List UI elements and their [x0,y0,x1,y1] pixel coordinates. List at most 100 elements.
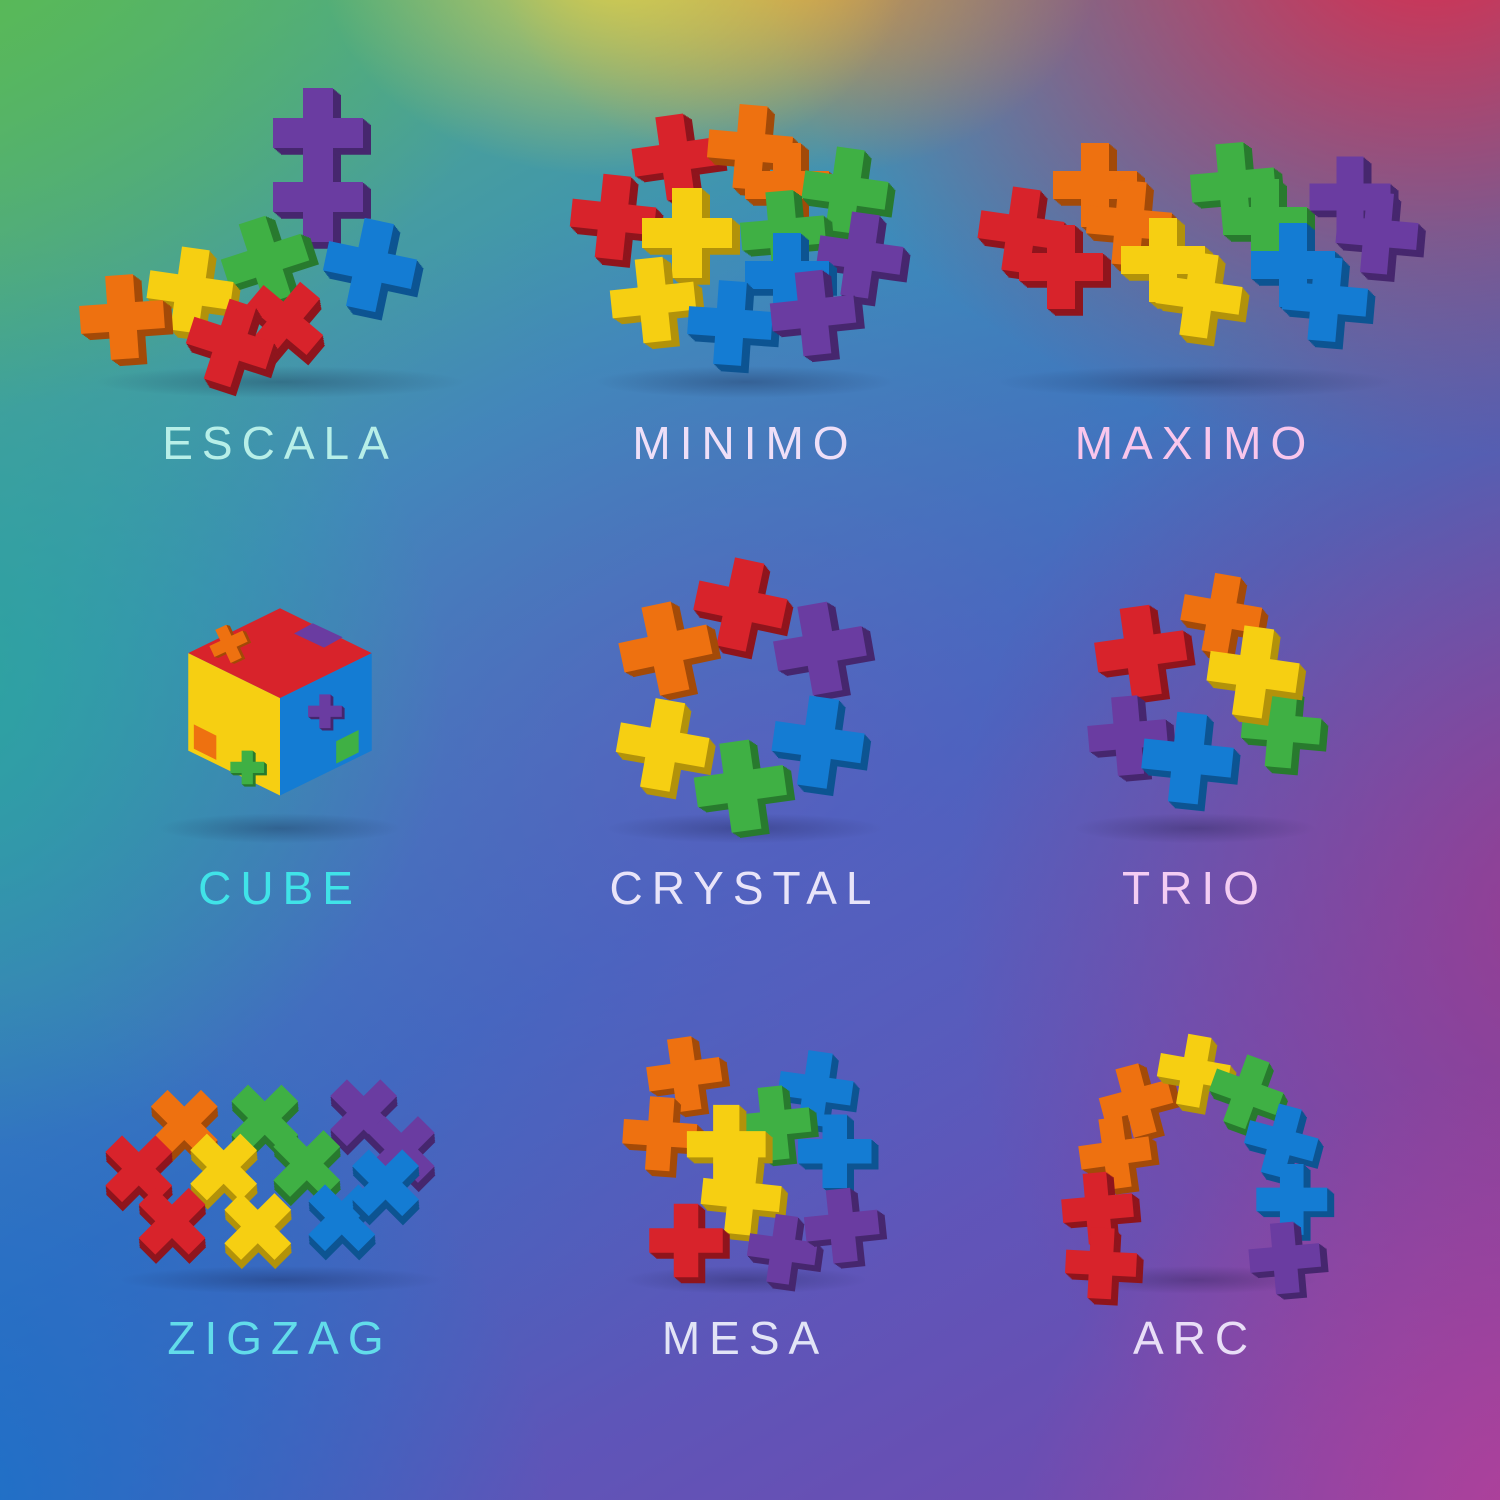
red-plus-piece [569,173,664,268]
red-plus-piece [1064,1227,1144,1306]
figure-label-zigzag: ZIGZAG [167,1312,393,1364]
blue-plus-piece [771,695,872,797]
red-plus-piece [1019,225,1111,316]
yellow-plus-piece [642,188,740,285]
purple-plus-piece [1309,156,1399,245]
green-plus-piece [272,1130,341,1207]
figure-label-arc: ARC [1132,1312,1258,1364]
red-plus-piece [631,113,728,207]
yellow-plus-piece [1206,625,1307,726]
orange-block-face [193,724,217,760]
red-plus-piece [185,298,280,397]
orange-plus-piece [150,1089,218,1166]
figure-label-cube: CUBE [198,862,362,914]
figure-cell-trio: TRIO [960,550,1430,916]
blue-plus-piece [1255,1163,1334,1241]
red-plus-piece [138,1187,206,1264]
green-plus-piece [1208,1054,1288,1138]
figure-cell-crystal: CRYSTAL [510,550,980,916]
orange-plus-piece [79,274,174,367]
figure-cell-cube: CUBE [45,550,515,916]
purple-block-face [294,623,343,648]
blue-plus-piece [1281,255,1376,350]
blue-plus-piece [1141,711,1241,812]
green-plus-piece [230,750,267,787]
yellow-block-face [188,653,280,796]
green-plus-piece [220,215,319,309]
purple-plus-piece [1247,1221,1329,1300]
green-plus-piece [735,1085,819,1167]
yellow-plus-piece [1155,251,1250,347]
arc-blocks-image [1060,1033,1334,1306]
orange-plus-piece [1077,1116,1159,1195]
green-plus-piece [801,146,896,242]
figure-cell-arc: ARC [960,1020,1430,1366]
yellow-plus-piece [615,698,716,800]
trio-blocks-image [1073,572,1329,844]
purple-plus-piece [273,152,371,249]
purple-plus-piece [1087,695,1176,782]
orange-plus-piece [1085,179,1180,274]
figure-cell-minimo: MINIMO [510,85,980,471]
orange-plus-piece [706,103,801,198]
crystal-blocks-image [604,557,886,844]
maximo-blocks-image [977,141,1426,398]
blue-plus-piece [797,1114,878,1194]
green-plus-piece [693,739,796,839]
figure-cell-mesa: MESA [510,1020,980,1366]
mesa-blocks-image [621,1036,887,1294]
minimo-blocks-image [569,103,911,398]
orange-plus-piece [1053,143,1145,234]
figure-label-maximo: MAXIMO [1074,417,1316,469]
red-plus-piece [693,557,794,660]
blue-plus-piece [351,1149,420,1226]
red-plus-piece [1094,604,1196,704]
green-plus-piece [1240,687,1329,776]
figure-label-trio: TRIO [1122,862,1268,914]
orange-plus-piece [618,601,722,701]
escala-blocks-image [79,88,465,398]
cube-blocks-image [158,608,402,844]
purple-plus-piece [308,694,345,731]
yellow-plus-piece [146,246,241,342]
figure-label-minimo: MINIMO [632,417,858,469]
blue-plus-piece [1243,1103,1324,1186]
green-plus-piece [1189,141,1285,235]
blue-plus-piece [1251,223,1343,314]
figure-label-mesa: MESA [661,1312,829,1364]
blue-plus-piece [776,1050,860,1134]
yellow-plus-piece [189,1133,258,1210]
purple-plus-piece [769,269,865,363]
red-plus-piece [648,1203,730,1284]
orange-plus-piece [621,1096,704,1178]
green-plus-piece [1223,179,1315,270]
yellow-plus-piece [1121,218,1213,309]
figure-cell-zigzag: ZIGZAG [45,1020,515,1366]
blue-plus-piece [322,217,424,321]
blue-plus-piece [745,233,837,324]
yellow-plus-piece [223,1193,292,1270]
purple-plus-piece [273,88,371,185]
red-plus-piece [104,1135,173,1212]
yellow-plus-piece [700,1154,788,1243]
purple-plus-piece [773,601,876,701]
zigzag-blocks-image [104,1079,442,1294]
purple-plus-piece [803,1187,887,1269]
figure-label-crystal: CRYSTAL [609,862,881,914]
yellow-plus-piece [686,1104,773,1190]
red-plus-piece [1060,1171,1141,1250]
purple-plus-piece [746,1213,824,1292]
purple-plus-piece [1335,191,1426,282]
purple-plus-piece [816,211,911,307]
yellow-plus-piece [609,256,705,350]
orange-plus-piece [1180,572,1269,663]
red-plus-piece [977,186,1072,282]
blue-plus-piece [687,280,781,374]
orange-plus-piece [1098,1063,1182,1142]
figure-label-escala: ESCALA [162,417,398,469]
yellow-plus-piece [1156,1033,1237,1115]
figure-cell-maximo: MAXIMO [960,85,1430,471]
orange-plus-piece [745,143,837,234]
figure-cell-escala: ESCALA [45,85,515,471]
